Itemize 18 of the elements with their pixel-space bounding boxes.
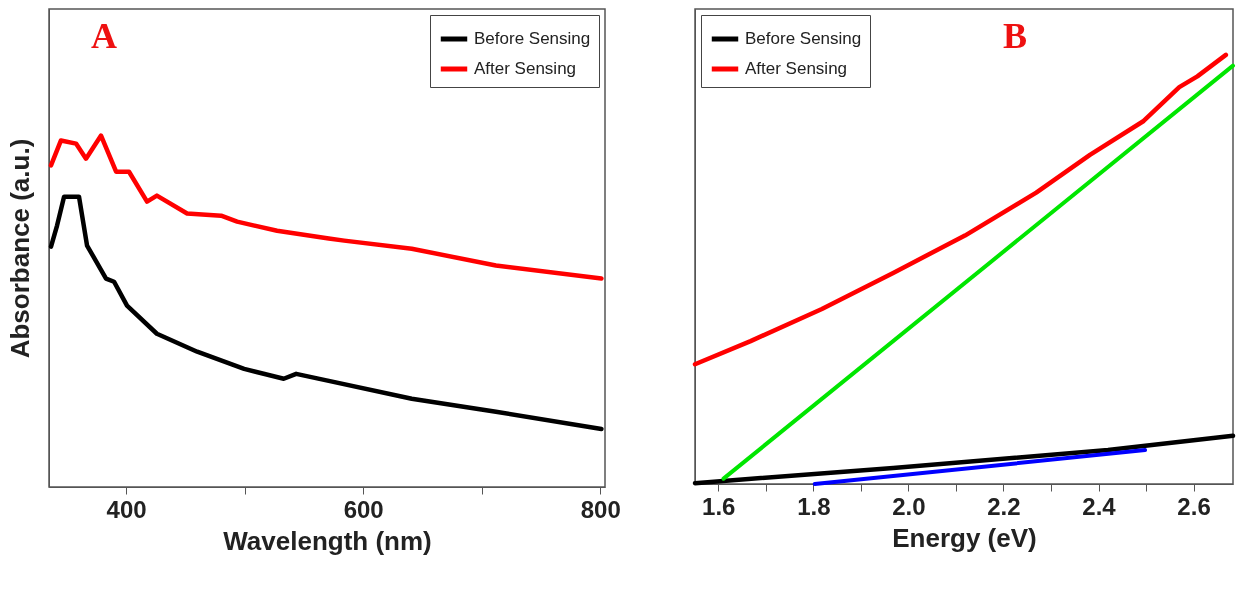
legend-label: After Sensing [745, 59, 848, 78]
x-tick-label: 400 [106, 495, 147, 523]
x-tick-label: 800 [580, 495, 621, 523]
legend-label: Before Sensing [474, 29, 591, 48]
x-tick-label: 1.6 [702, 492, 736, 520]
x-axis-title: Wavelength (nm) [223, 525, 432, 556]
x-tick-label: 1.8 [797, 492, 831, 520]
x-tick-label: 2.0 [892, 492, 926, 520]
annotation: B [1002, 16, 1028, 56]
legend-label: After Sensing [474, 59, 577, 78]
y-axis-title: Absorbance (a.u.) [4, 138, 35, 359]
x-tick-label: 2.4 [1082, 492, 1117, 520]
x-tick-label: 2.6 [1177, 492, 1211, 520]
x-axis-title: Energy (eV) [892, 522, 1037, 553]
x-tick-label: 600 [343, 495, 384, 523]
x-tick-label: 2.2 [987, 492, 1021, 520]
legend-label: Before Sensing [745, 29, 862, 48]
text: A [91, 16, 117, 56]
